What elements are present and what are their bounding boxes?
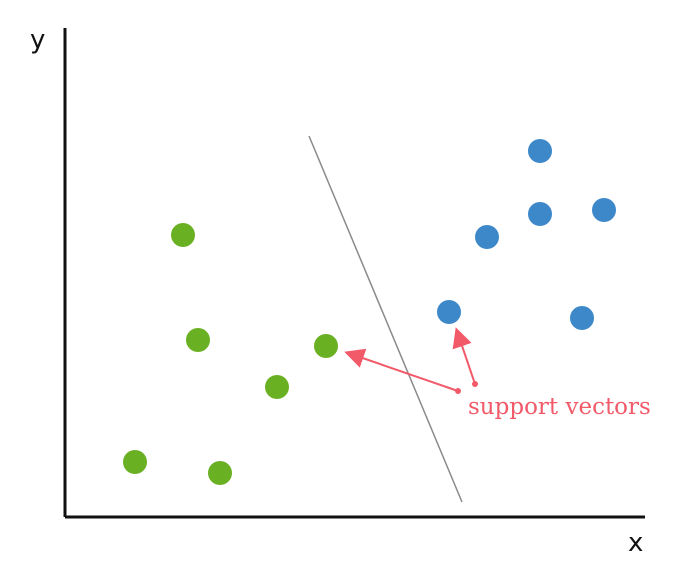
annotation-arrow-to-green — [344, 348, 459, 392]
blue-point — [528, 202, 552, 226]
green-point — [123, 450, 147, 474]
green-point — [171, 223, 195, 247]
separator-line — [308, 135, 463, 503]
green-point — [265, 375, 289, 399]
annotation-arrow-to-blue — [452, 327, 476, 385]
blue-point — [570, 306, 594, 330]
green-point — [186, 328, 210, 352]
support-vectors-label: support vectors — [468, 394, 651, 420]
x-axis-label: x — [628, 528, 643, 558]
green-support-vector — [314, 334, 338, 358]
annotation-dot — [472, 381, 478, 387]
blue-point — [528, 139, 552, 163]
green-point — [208, 461, 232, 485]
blue-point — [475, 225, 499, 249]
annotation-dot — [455, 388, 461, 394]
y-axis-label: y — [30, 25, 45, 55]
blue-point — [592, 198, 616, 222]
blue-support-vector — [437, 300, 461, 324]
